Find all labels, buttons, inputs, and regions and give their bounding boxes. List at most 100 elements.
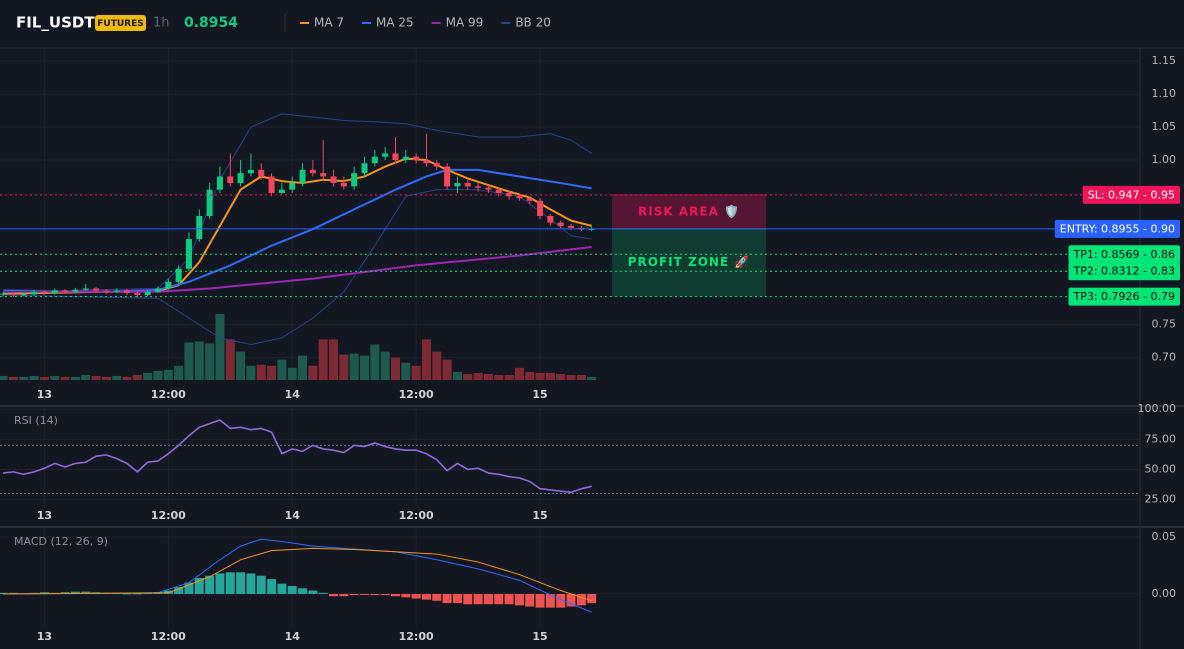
volume-bar (483, 373, 493, 380)
histogram-bar (215, 573, 225, 594)
candle-body (268, 176, 275, 193)
candle-body (392, 153, 399, 160)
x-tick-label: 15 (532, 388, 547, 401)
volume-bar (8, 376, 18, 380)
histogram-bar (525, 593, 535, 607)
interval: 1h (153, 16, 170, 31)
legend-label: MA 99 (446, 16, 484, 30)
level-tag (1068, 245, 1180, 264)
histogram-bar (452, 593, 462, 604)
y-tick-label: 1.10 (1152, 87, 1177, 100)
x-tick-label: 12:00 (151, 509, 186, 522)
volume-bar (256, 364, 266, 380)
histogram-bar (163, 590, 173, 594)
candle-body (320, 173, 327, 177)
volume-bar (91, 375, 101, 380)
histogram-bar (132, 593, 142, 595)
candle-body (154, 288, 161, 292)
histogram-bar (194, 578, 204, 594)
volume-bar (566, 374, 576, 380)
candle-body (51, 290, 58, 294)
volume-bar (184, 342, 194, 380)
candle-body (20, 294, 27, 296)
volume-bar (587, 376, 597, 380)
volume-bar (225, 339, 235, 380)
candle-body (258, 169, 265, 177)
candle-body (82, 288, 89, 290)
histogram-bar (246, 573, 256, 594)
badge: FUTURES (97, 19, 143, 29)
volume-bar (122, 376, 132, 380)
volume-bar (50, 375, 60, 380)
histogram-bar (122, 593, 132, 595)
volume-bar (163, 369, 173, 380)
volume-bar (194, 341, 204, 380)
histogram-bar (184, 582, 194, 594)
volume-bar (473, 372, 483, 380)
histogram-bar (556, 593, 566, 608)
volume-bar (556, 373, 566, 380)
candle-body (309, 169, 316, 174)
candle-body (103, 290, 110, 292)
band-line (3, 113, 592, 293)
candle-body (475, 186, 482, 188)
volume-bar (349, 353, 359, 380)
volume-bar (246, 365, 256, 380)
zone-label: RISK AREA 🛡️ (638, 204, 740, 218)
candle-body (485, 187, 492, 190)
x-tick-label: 12:00 (151, 388, 186, 401)
volume-bar (215, 314, 225, 380)
candle-body (62, 290, 69, 292)
candle-body (72, 289, 79, 292)
histogram-bar (236, 572, 246, 594)
candle-body (227, 176, 234, 184)
histogram-bar (504, 593, 514, 605)
legend-label: MA 25 (376, 16, 414, 30)
volume-bar (174, 365, 184, 380)
volume-bar (504, 374, 514, 380)
histogram-bar (401, 593, 411, 598)
histogram-bar (205, 575, 215, 594)
x-tick-label: 13 (37, 630, 52, 643)
x-tick-label: 12:00 (151, 630, 186, 643)
level-label: ENTRY: 0.8955 - 0.90 (1060, 222, 1175, 235)
volume-bar (298, 355, 308, 380)
histogram-bar (0, 592, 8, 594)
histogram-bar (421, 593, 431, 600)
candle-body (340, 183, 347, 187)
candle-body (216, 176, 223, 190)
candle-body (196, 216, 203, 240)
x-tick-label: 15 (532, 509, 547, 522)
histogram-bar (566, 593, 576, 607)
rsi-line (3, 419, 592, 494)
candle-body (537, 200, 544, 216)
candle-body (10, 293, 17, 296)
band-line (3, 189, 592, 345)
candle-body (526, 198, 533, 201)
level-tag (1054, 219, 1180, 238)
last-price: 0.8954 (184, 15, 238, 31)
y-tick-label: 1.00 (1152, 153, 1177, 166)
histogram-bar (535, 593, 545, 608)
histogram-bar (318, 592, 328, 594)
candle-body (134, 293, 141, 296)
volume-bar (153, 370, 163, 380)
candle-body (506, 192, 513, 197)
histogram-bar (339, 593, 349, 597)
candle-body (361, 163, 368, 174)
volume-bar (576, 374, 586, 380)
legend-label: MA 7 (314, 16, 344, 30)
y-tick-label: 1.15 (1152, 54, 1177, 67)
histogram-bar (287, 585, 297, 594)
volume-bar (545, 372, 555, 380)
panel-title: MACD (12, 26, 9) (14, 535, 108, 548)
volume-bar (267, 365, 277, 380)
y-tick-label: 50.00 (1145, 462, 1177, 475)
macd-line (3, 538, 592, 613)
candle-body (175, 268, 182, 282)
histogram-bar (514, 593, 524, 606)
macd-line (3, 547, 592, 602)
candle-body (299, 169, 306, 184)
x-tick-label: 14 (285, 630, 301, 643)
